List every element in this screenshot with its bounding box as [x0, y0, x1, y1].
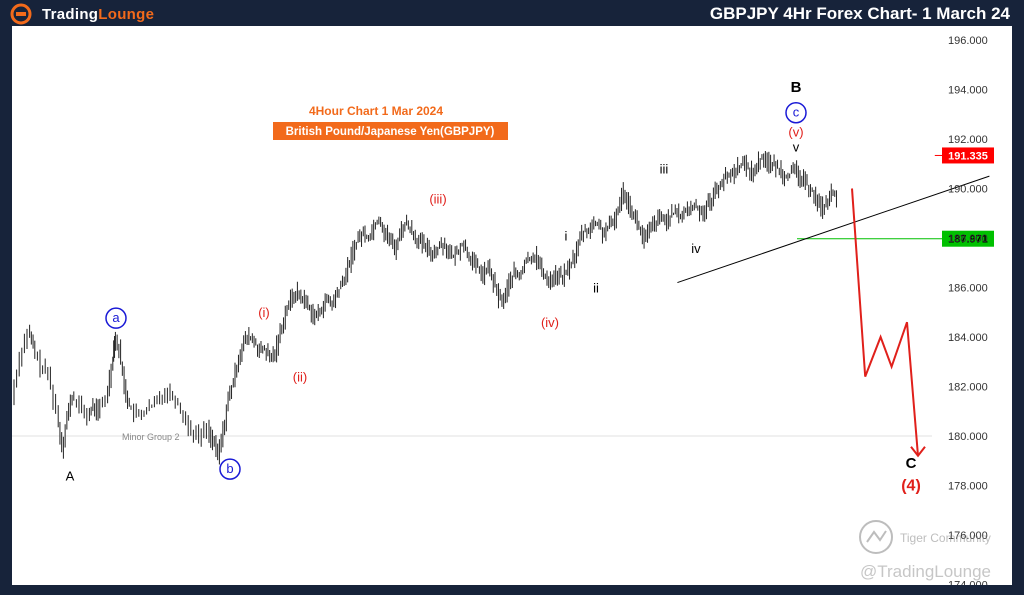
wave-label: (iv): [541, 315, 559, 330]
wave-label: (i): [258, 305, 270, 320]
wave-label: (ii): [293, 370, 307, 385]
subtitle-badge: [273, 122, 508, 140]
y-tick-label: 176.000: [948, 530, 988, 542]
watermark: Tiger Community @TradingLounge: [859, 520, 991, 581]
chart-subtitle: British Pound/Japanese Yen(GBPJPY): [286, 126, 495, 138]
wave-label: v: [793, 139, 800, 154]
resistance-label: 191.335: [948, 150, 988, 162]
wave-label: B: [791, 79, 802, 96]
minor-group-label: Minor Group 2: [122, 432, 180, 442]
wave-circle: [219, 458, 241, 480]
page-title: GBPJPY 4Hr Forex Chart- 1 March 24: [709, 4, 1010, 23]
forecast-arrowhead: [910, 446, 926, 458]
y-tick-label: 184.000: [948, 332, 988, 344]
wave-label: iii: [660, 162, 669, 177]
logo-icon: [10, 3, 32, 25]
wave-label: a: [112, 310, 120, 325]
y-tick-label: 186.000: [948, 283, 988, 295]
chart-title: 4Hour Chart 1 Mar 2024: [309, 104, 443, 118]
brand-name-part2: Lounge: [98, 5, 155, 23]
brand-name: TradingLounge: [42, 6, 154, 23]
wave-label: (iii): [429, 191, 446, 206]
watermark-community: Tiger Community: [900, 531, 991, 545]
wave-label: b: [226, 461, 233, 476]
wave-label: A: [66, 469, 75, 484]
wave-label: iv: [691, 241, 701, 256]
wave-circle: [105, 307, 127, 329]
forecast-line: [851, 188, 919, 456]
horizontal-levels: Minor Group 2 191.335 187.971: [12, 147, 994, 442]
trendline: [677, 175, 990, 284]
wave-label: (v): [788, 125, 803, 140]
support-badge: [942, 230, 994, 247]
y-tick-label: 196.000: [948, 35, 988, 47]
y-tick-label: 182.000: [948, 382, 988, 394]
y-tick-label: 188.000: [948, 233, 988, 245]
header-bar: TradingLounge GBPJPY 4Hr Forex Chart- 1 …: [0, 0, 1024, 28]
brand-logo[interactable]: TradingLounge: [10, 2, 154, 26]
wave-circle: [785, 101, 807, 124]
wave-label: i: [565, 228, 568, 243]
y-tick-label: 192.000: [948, 134, 988, 146]
resistance-badge: [942, 147, 994, 164]
wave-label: ii: [593, 280, 599, 295]
y-tick-label: 178.000: [948, 481, 988, 493]
support-label: 187.971: [948, 234, 988, 246]
wave-label: C: [906, 455, 917, 472]
y-tick-label: 190.000: [948, 184, 988, 196]
price-axis: 196.000 194.000 192.000 190.000 188.000 186.0…: [948, 35, 988, 592]
forecast-path: [851, 188, 926, 458]
watermark-handle: @TradingLounge: [860, 562, 991, 581]
price-chart[interactable]: Minor Group 2 191.335 187.971 Aa b (i) (ii) (i…: [12, 26, 1012, 592]
wave-label: (4): [901, 477, 921, 494]
tiger-logo-mark: [866, 530, 887, 543]
y-tick-label: 180.000: [948, 431, 988, 443]
tiger-logo-icon: [859, 520, 893, 554]
y-tick-label: 194.000: [948, 85, 988, 97]
brand-name-part1: Trading: [42, 5, 99, 23]
wave-label: c: [793, 105, 800, 120]
chart-titles: 4Hour Chart 1 Mar 2024 British Pound/Jap…: [273, 104, 508, 140]
candle-series: [13, 151, 837, 465]
